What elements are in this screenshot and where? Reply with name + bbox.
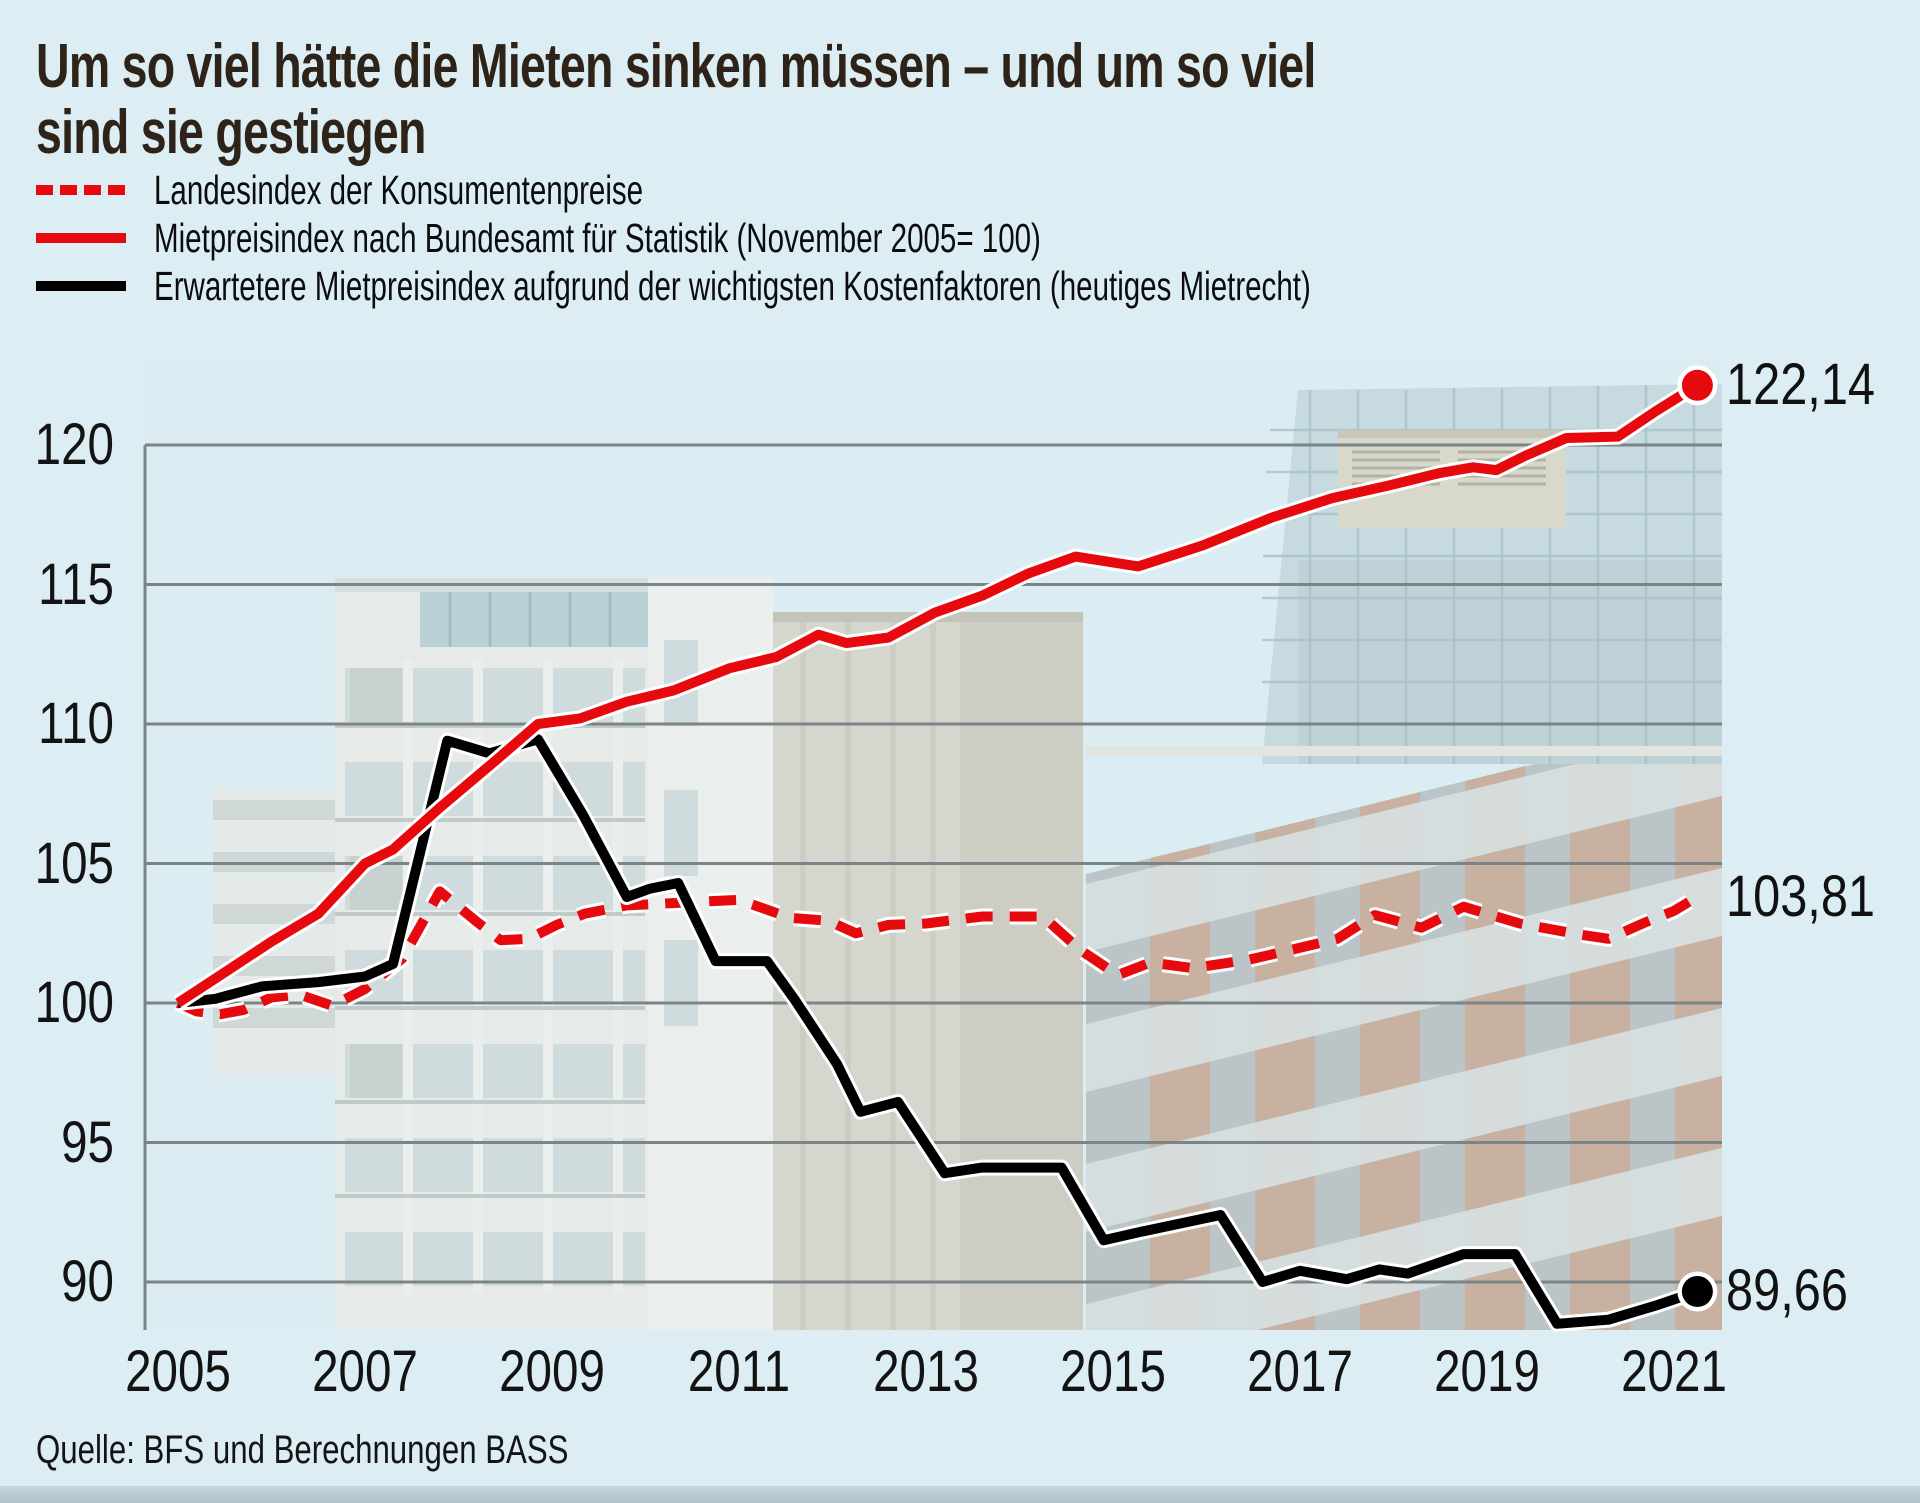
end-dot-erwarteter-mietpreisindex — [1681, 1275, 1713, 1307]
legend-label: Landesindex der Konsumentenpreise — [154, 166, 644, 213]
y-axis-label-120: 120 — [34, 412, 114, 477]
end-value-label-mietpreisindex-bfs: 122,14 — [1726, 352, 1876, 418]
series-line-erwarteter-mietpreisindex — [177, 734, 1699, 1329]
series-line-landesindex-konsumentenpreise — [175, 886, 1700, 1020]
legend-row-erwarteter-index: Erwartetere Mietpreisindex aufgrund der … — [36, 262, 1761, 310]
y-axis-label-90: 90 — [61, 1249, 114, 1314]
chart-title: Um so viel hätte die Mieten sinken müsse… — [36, 34, 1742, 165]
grid-layer — [143, 443, 1722, 1330]
end-value-label-erwarteter-mietpreisindex: 89,66 — [1726, 1258, 1848, 1324]
legend-row-konsumentenpreise: Landesindex der Konsumentenpreise — [36, 166, 1761, 214]
chart-title-line1: Um so viel hätte die Mieten sinken müsse… — [36, 32, 1316, 101]
y-axis-label-100: 100 — [34, 970, 114, 1035]
end-value-label-landesindex-konsumentenpreise: 103,81 — [1726, 863, 1876, 929]
x-axis-label-2007: 2007 — [312, 1339, 418, 1404]
y-axis-label-115: 115 — [38, 551, 114, 617]
legend-solid-red-line-icon — [36, 233, 126, 243]
source-note: Quelle: BFS und Berechnungen BASS — [36, 1428, 569, 1472]
y-axis-label-105: 105 — [34, 830, 114, 896]
x-axis-label-2011: 2011 — [687, 1339, 791, 1404]
x-axis-label-2015: 2015 — [1060, 1339, 1166, 1404]
x-axis-label-2009: 2009 — [499, 1339, 605, 1404]
building-photo-backdrop — [146, 360, 1722, 1330]
x-axis-label-2005: 2005 — [125, 1339, 231, 1404]
legend-dashed-line-icon — [36, 185, 126, 195]
legend-row-mietpreisindex: Mietpreisindex nach Bundesamt für Statis… — [36, 214, 1761, 262]
series-line-mietpreisindex-bfs — [175, 381, 1701, 1008]
legend-label: Erwartetere Mietpreisindex aufgrund der … — [154, 262, 1311, 309]
x-axis-label-2017: 2017 — [1247, 1339, 1353, 1404]
x-axis-label-2021: 2021 — [1621, 1339, 1727, 1404]
chart-title-line2: sind sie gestiegen — [36, 97, 426, 167]
bottom-edge-strip — [0, 1486, 1920, 1503]
legend-solid-black-line-icon — [36, 281, 126, 291]
y-axis-label-110: 110 — [38, 691, 114, 756]
legend: Landesindex der Konsumentenpreise Mietpr… — [36, 166, 1761, 310]
x-axis-label-2019: 2019 — [1434, 1339, 1540, 1404]
y-axis-label-95: 95 — [61, 1109, 114, 1175]
x-axis-label-2013: 2013 — [873, 1339, 979, 1404]
end-dot-mietpreisindex-bfs — [1681, 369, 1713, 401]
series-layer — [173, 365, 1718, 1332]
legend-label: Mietpreisindex nach Bundesamt für Statis… — [154, 214, 1041, 261]
